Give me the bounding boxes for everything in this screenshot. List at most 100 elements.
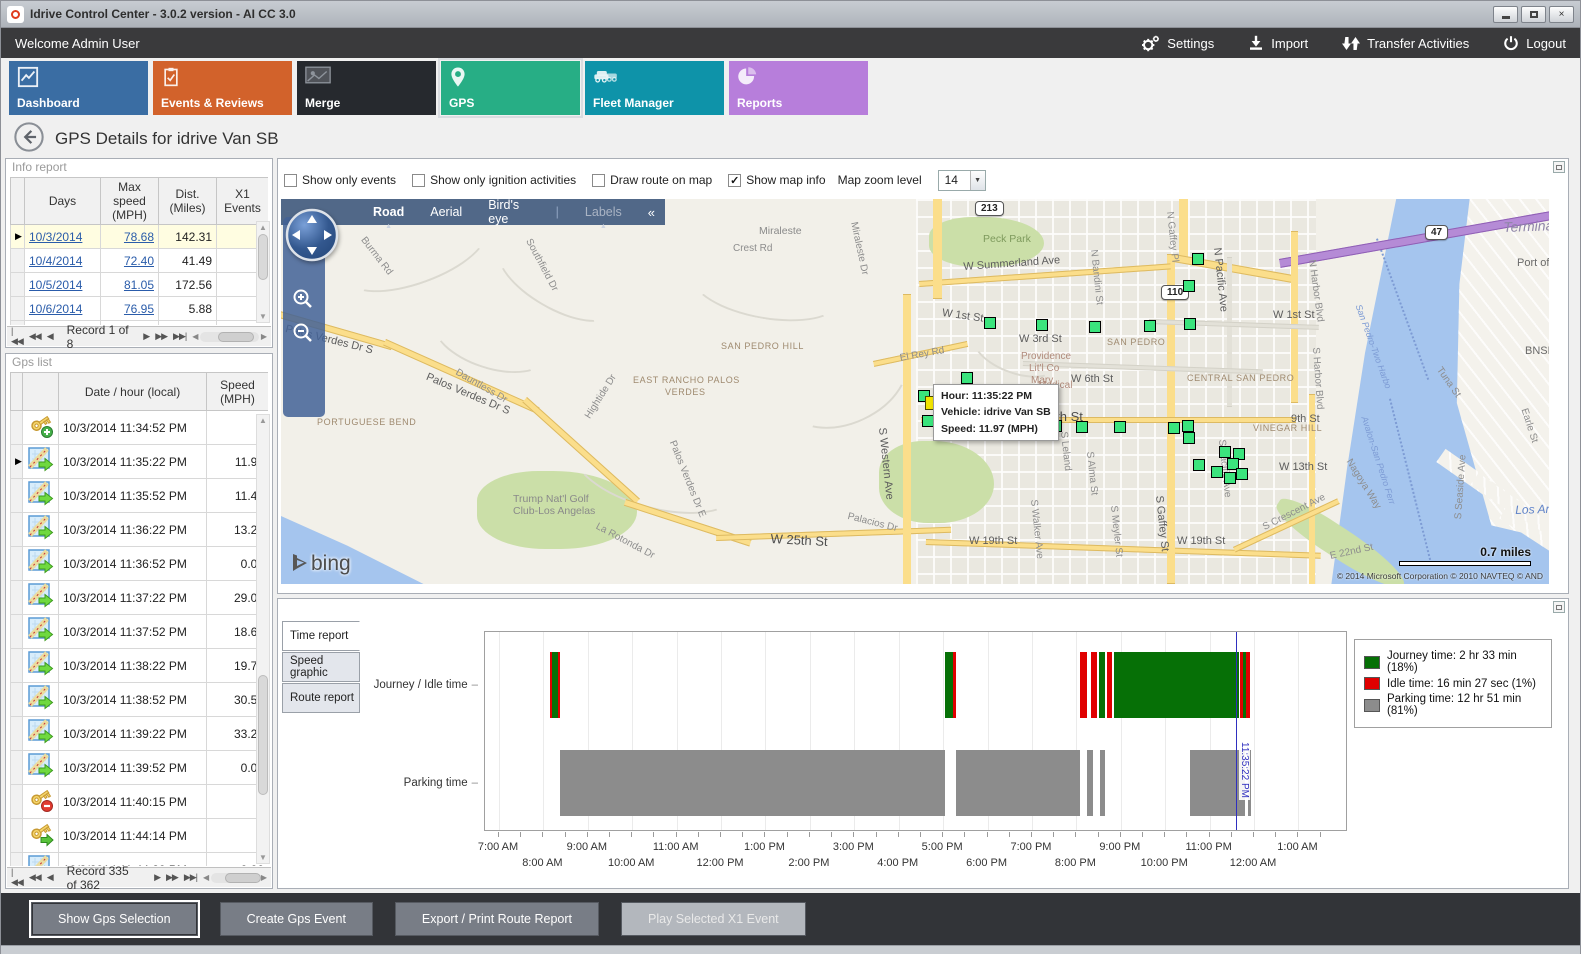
export-print-route-report-button[interactable]: Export / Print Route Report [394,902,599,936]
gps-marker[interactable] [1211,466,1223,478]
nav-tile-dashboard[interactable]: Dashboard [9,61,148,115]
table-row[interactable]: 10/3/2014 11:38:52 PM 30.55 [10,682,268,717]
gps-marker[interactable] [1168,422,1180,434]
info-report-scrollbar[interactable]: ▲ ▼ [256,221,270,323]
table-row[interactable]: 10/7/201468.6212.99 [10,320,268,325]
pager-first-button[interactable]: |◀◀ [11,867,24,887]
pager-next-button[interactable]: ▶ [143,331,150,341]
map-mode-collapse-button[interactable]: « [647,204,655,220]
table-row[interactable]: 10/5/2014 81.05 172.56 [10,272,268,297]
menu-action-settings[interactable]: Settings [1141,35,1214,52]
back-button[interactable] [13,121,45,158]
map-mode-road[interactable]: Road [373,205,404,219]
max-speed-cell[interactable]: 72.40 [100,248,159,273]
checkbox-show-map-info[interactable]: ✓ Show map info [728,173,826,187]
table-row[interactable]: 10/3/2014 11:38:22 PM 19.70 [10,648,268,683]
gps-list-scrollbar[interactable]: ▲ ▼ [256,414,270,864]
pager-last-button[interactable]: ▶▶| [173,331,187,341]
gps-marker[interactable] [1182,420,1194,432]
map-compass-control[interactable] [284,207,340,268]
max-speed-link[interactable]: 81.05 [123,277,154,292]
gps-marker[interactable] [1227,458,1239,470]
max-speed-cell[interactable]: 76.95 [100,296,159,321]
pager-next-page-button[interactable]: ▶▶ [166,872,179,882]
gps-marker[interactable] [1183,280,1195,292]
menu-action-logout[interactable]: Logout [1503,35,1566,52]
chart-panel-collapse-button[interactable] [1553,601,1565,613]
day-cell[interactable]: 10/6/2014 [24,296,101,321]
day-link[interactable]: 10/3/2014 [29,229,83,244]
pager-hscrollbar[interactable]: ◀ ▶ [203,872,267,883]
gps-marker[interactable] [1233,448,1245,460]
menu-action-transfer[interactable]: Transfer Activities [1342,35,1469,52]
maximize-button[interactable] [1521,5,1546,23]
table-row[interactable]: 10/3/2014 11:34:52 PM [10,410,268,445]
table-row[interactable]: 10/3/2014 11:39:22 PM 33.21 [10,716,268,751]
minimize-button[interactable] [1493,5,1518,23]
nav-tile-events-reviews[interactable]: Events & Reviews [153,61,292,115]
pager-prev-page-button[interactable]: ◀◀ [28,331,42,341]
map-mode-labels[interactable]: Labels [585,205,622,219]
max-speed-link[interactable]: 72.40 [123,253,154,268]
checkbox-box[interactable] [412,173,426,187]
nav-tile-merge[interactable]: Merge [297,61,436,115]
day-link[interactable]: 10/6/2014 [29,301,83,316]
info-report-table[interactable]: Days Max speed (MPH) Dist. (Miles) X1 Event… [10,177,268,325]
table-row[interactable]: ▶ 10/3/2014 11:35:22 PM 11.97 [10,444,268,479]
map-mode-aerial[interactable]: Aerial [430,205,463,219]
map-mode-bird-s-eye[interactable]: Bird's eye [488,199,520,226]
gps-marker[interactable] [1219,446,1231,458]
gps-marker[interactable] [1224,472,1236,484]
gps-marker[interactable] [1144,320,1156,332]
pager-prev-button[interactable]: ◀ [46,872,54,882]
gps-marker[interactable] [1236,468,1248,480]
table-row[interactable]: 10/3/2014 11:44:14 PM [10,818,268,853]
checkbox-box[interactable] [592,173,606,187]
close-button[interactable]: × [1549,5,1574,23]
gps-marker[interactable] [984,317,996,329]
gps-marker[interactable] [1114,421,1126,433]
gps-marker[interactable] [1089,321,1101,333]
max-speed-cell[interactable]: 81.05 [100,272,159,297]
pager-last-button[interactable]: ▶▶| [183,872,198,882]
pager-next-page-button[interactable]: ▶▶ [155,331,168,341]
bing-map-canvas[interactable]: Miraleste Miraleste Dr Crest Rd Burma Rd Sou… [281,199,1549,584]
nav-tile-fleet-manager[interactable]: Fleet Manager [585,61,724,115]
table-row[interactable]: 10/3/2014 11:36:52 PM 0.00 [10,546,268,581]
day-link[interactable]: 10/5/2014 [29,277,83,292]
map-zoom-in-button[interactable] [291,287,315,316]
gps-marker[interactable] [1192,253,1204,265]
checkbox-show-only-events[interactable]: Show only events [284,173,396,187]
max-speed-link[interactable]: 78.68 [123,229,154,244]
table-row[interactable]: 10/3/2014 11:39:52 PM 0.00 [10,750,268,785]
table-row[interactable]: 10/3/2014 11:35:52 PM 11.47 [10,478,268,513]
menu-action-import[interactable]: Import [1248,35,1308,52]
table-row[interactable]: 10/3/2014 11:37:22 PM 29.05 [10,580,268,615]
table-row[interactable]: 10/6/2014 76.95 5.88 [10,296,268,321]
day-cell[interactable]: 10/4/2014 [24,248,101,273]
table-row[interactable]: 10/4/2014 72.40 41.49 [10,248,268,273]
checkbox-draw-route-on-map[interactable]: Draw route on map [592,173,712,187]
nav-tile-gps[interactable]: GPS [438,58,583,118]
day-link[interactable]: 10/4/2014 [29,253,83,268]
tab-time-report[interactable]: Time report [282,621,360,651]
gps-marker[interactable] [961,372,973,384]
table-row[interactable]: 10/3/2014 11:37:52 PM 18.63 [10,614,268,649]
day-cell[interactable]: 10/3/2014 [24,224,101,249]
gps-list-table[interactable]: Date / hour (local) Speed (MPH) 10/3/2014 … [10,372,268,866]
table-row[interactable]: 10/3/2014 11:40:15 PM [10,784,268,819]
gps-marker[interactable] [1184,318,1196,330]
tab-speed-graphic[interactable]: Speed graphic [282,652,360,682]
map-zoom-level-select[interactable]: 14 ▼ [937,169,986,191]
create-gps-event-button[interactable]: Create Gps Event [219,902,373,936]
gps-marker[interactable] [1193,459,1205,471]
checkbox-box[interactable]: ✓ [728,173,742,187]
pager-hscrollbar[interactable]: ◀ ▶ [192,331,267,342]
gps-marker[interactable] [1076,421,1088,433]
gps-marker[interactable] [1183,432,1195,444]
table-row[interactable]: 10/3/2014 11:36:22 PM 13.28 [10,512,268,547]
map-zoom-out-button[interactable] [291,321,315,350]
map-panel-collapse-button[interactable] [1553,161,1565,173]
table-row[interactable]: 10/3/2014 11:44:20 PM0.00 [10,852,268,866]
gps-marker[interactable] [1036,319,1048,331]
